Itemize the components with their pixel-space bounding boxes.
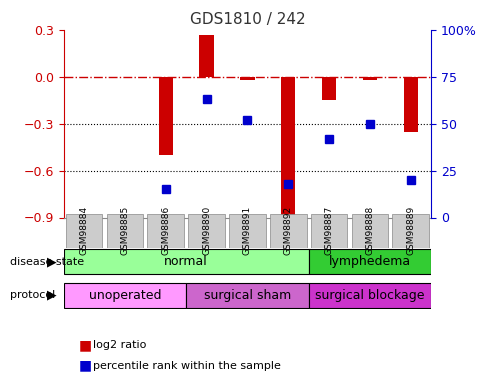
Text: log2 ratio: log2 ratio [93, 340, 147, 350]
FancyBboxPatch shape [270, 214, 307, 248]
FancyBboxPatch shape [66, 214, 102, 248]
Text: ■: ■ [78, 338, 92, 352]
FancyBboxPatch shape [229, 214, 266, 248]
Text: GSM98889: GSM98889 [406, 206, 416, 255]
Text: percentile rank within the sample: percentile rank within the sample [93, 361, 281, 370]
FancyBboxPatch shape [186, 283, 309, 308]
Text: ■: ■ [78, 358, 92, 373]
Title: GDS1810 / 242: GDS1810 / 242 [190, 12, 305, 27]
FancyBboxPatch shape [188, 214, 225, 248]
FancyBboxPatch shape [351, 214, 388, 248]
Text: GSM98892: GSM98892 [284, 206, 293, 255]
FancyBboxPatch shape [147, 214, 184, 248]
FancyBboxPatch shape [64, 249, 309, 274]
Text: disease state: disease state [10, 256, 84, 267]
Text: ▶: ▶ [47, 289, 56, 302]
Bar [322, 77, 336, 101]
Text: GSM98885: GSM98885 [121, 206, 129, 255]
Text: surgical sham: surgical sham [204, 289, 291, 302]
Text: GSM98887: GSM98887 [324, 206, 334, 255]
Text: ▶: ▶ [47, 255, 56, 268]
Text: normal: normal [164, 255, 208, 268]
Bar [281, 77, 295, 225]
Bar [363, 77, 377, 80]
Text: GSM98884: GSM98884 [79, 206, 89, 255]
Text: GSM98886: GSM98886 [161, 206, 171, 255]
Text: lymphedema: lymphedema [329, 255, 411, 268]
FancyBboxPatch shape [392, 214, 429, 248]
FancyBboxPatch shape [311, 214, 347, 248]
FancyBboxPatch shape [107, 214, 143, 248]
FancyBboxPatch shape [309, 249, 431, 274]
Text: GSM98891: GSM98891 [243, 206, 252, 255]
Bar [240, 77, 255, 80]
Text: unoperated: unoperated [89, 289, 161, 302]
Bar [159, 77, 173, 155]
Text: protocol: protocol [10, 290, 55, 300]
Text: surgical blockage: surgical blockage [315, 289, 425, 302]
Bar [404, 77, 418, 132]
Text: GSM98888: GSM98888 [366, 206, 374, 255]
Bar [199, 35, 214, 77]
Text: GSM98890: GSM98890 [202, 206, 211, 255]
FancyBboxPatch shape [309, 283, 431, 308]
FancyBboxPatch shape [64, 283, 186, 308]
